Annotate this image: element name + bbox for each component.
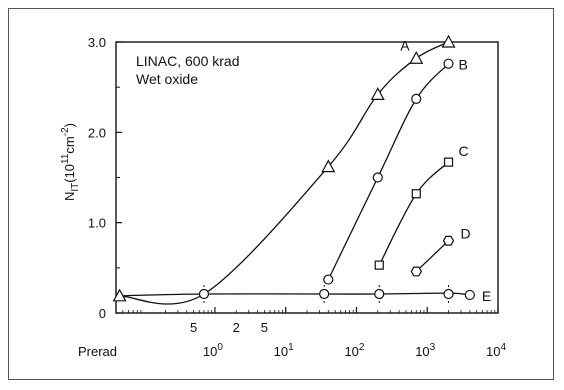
series-c-line — [378, 161, 449, 266]
series-d-point — [410, 266, 422, 277]
baseline-marker — [374, 288, 385, 300]
series-e-point — [464, 289, 475, 301]
axes: 0 1.0 2.0 3.0 100 101 102 103 104 5 2 5 Prerad — [78, 35, 506, 359]
baseline-marker — [198, 288, 210, 300]
series-b-label: B — [459, 57, 468, 73]
figure-frame — [8, 8, 554, 380]
series-b-point — [323, 274, 334, 285]
baseline-line — [119, 292, 470, 297]
series-e-label: E — [482, 288, 491, 304]
x-tick-label: 100 — [203, 342, 223, 359]
series-a-point — [409, 51, 424, 64]
series-b-point — [411, 93, 422, 105]
y-tick-label: 2.0 — [88, 125, 106, 140]
series-c-point — [443, 157, 454, 167]
x-tick-label: 102 — [344, 342, 364, 359]
y-axis-label: NIT(1011cm-2) — [60, 123, 81, 201]
series-a-label: A — [400, 37, 410, 53]
x-tick-label: 103 — [415, 342, 435, 359]
x-minor-label: 2 — [233, 320, 240, 335]
x-tick-label: 101 — [274, 342, 294, 359]
baseline-marker — [319, 288, 330, 300]
series-c-point — [411, 189, 421, 199]
y-tick-label: 3.0 — [88, 35, 106, 50]
x-minor-label: 5 — [190, 320, 197, 335]
series-markers — [112, 34, 475, 302]
series-a-point — [112, 288, 127, 302]
series-d-label: D — [461, 226, 471, 242]
series-d-point — [442, 235, 455, 246]
series-a-point — [321, 159, 336, 173]
labels: NIT(1011cm-2) LINAC, 600 krad Wet oxide A B C… — [60, 37, 491, 304]
y-tick-label: 0 — [99, 306, 106, 321]
series-c-label: C — [459, 143, 469, 159]
series-b-point — [443, 58, 454, 69]
series-b-point — [372, 172, 383, 183]
series-a-point — [441, 34, 456, 48]
annotation: LINAC, 600 krad — [136, 53, 240, 69]
y-tick-label: 1.0 — [88, 216, 106, 231]
x-tick-label: 104 — [486, 342, 506, 359]
x-minor-label: 5 — [261, 320, 268, 335]
x-prerad-label: Prerad — [78, 344, 117, 359]
annotation: Wet oxide — [136, 71, 198, 87]
series-d-line — [415, 240, 449, 272]
series-c-point — [374, 260, 384, 270]
series-a-point — [370, 87, 385, 100]
baseline-marker — [443, 288, 454, 300]
series-b-line — [327, 63, 449, 280]
